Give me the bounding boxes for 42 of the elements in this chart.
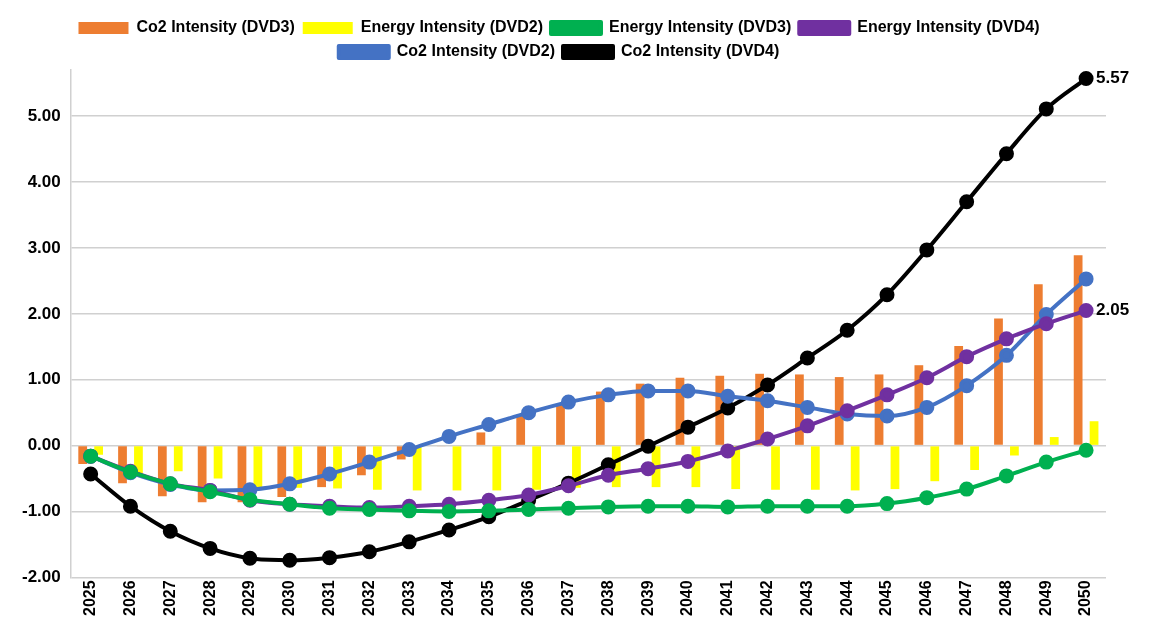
x-tick-label: 2047: [957, 580, 975, 616]
x-tick-label: 2036: [519, 580, 537, 616]
x-tick-label: 2040: [678, 580, 696, 616]
x-tick-label: 2048: [996, 580, 1014, 616]
x-tick-label: 2025: [81, 580, 99, 616]
x-tick-label: 2038: [598, 580, 616, 616]
x-tick-label: 2027: [160, 580, 178, 616]
x-tick-label: 2032: [359, 580, 377, 616]
legend-label: Co2 Intensity (DVD3): [136, 18, 295, 36]
x-tick-label: 2050: [1076, 580, 1094, 616]
x-tick-label: 2042: [757, 580, 775, 616]
legend-label: Energy Intensity (DVD2): [360, 18, 543, 36]
x-tick-label: 2043: [797, 580, 815, 616]
x-tick-label: 2029: [240, 580, 258, 616]
x-tick-label: 2034: [439, 580, 457, 616]
y-tick-label: 4.00: [27, 171, 61, 191]
x-tick-label: 2045: [877, 580, 895, 616]
y-tick-label: 0.00: [27, 435, 61, 455]
x-tick-label: 2028: [200, 580, 218, 616]
x-tick-label: 2041: [718, 580, 736, 616]
y-tick-label: 5.00: [27, 105, 61, 125]
x-tick-label: 2044: [837, 580, 855, 616]
y-tick-label: 2.00: [27, 303, 61, 323]
x-tick-label: 2046: [917, 580, 935, 616]
y-tick-label: -2.00: [22, 567, 61, 587]
x-tick-label: 2030: [280, 580, 298, 616]
legend-label: Co2 Intensity (DVD2): [396, 42, 556, 60]
data-label: 5.57: [1096, 68, 1130, 88]
x-tick-label: 2031: [319, 580, 337, 616]
y-tick-label: -1.00: [22, 501, 61, 521]
data-label: 2.05: [1096, 300, 1130, 320]
y-tick-label: 1.00: [27, 369, 61, 389]
y-tick-label: 3.00: [27, 237, 61, 257]
x-tick-label: 2037: [558, 580, 576, 616]
x-tick-label: 2035: [479, 580, 497, 616]
legend-label: Energy Intensity (DVD3): [608, 18, 792, 36]
legend-label: Co2 Intensity (DVD4): [621, 42, 780, 60]
x-tick-label: 2026: [120, 580, 138, 616]
legend-label: Energy Intensity (DVD4): [857, 18, 1040, 36]
x-tick-label: 2039: [638, 580, 656, 616]
x-tick-label: 2033: [399, 580, 417, 616]
x-tick-label: 2049: [1036, 580, 1054, 616]
